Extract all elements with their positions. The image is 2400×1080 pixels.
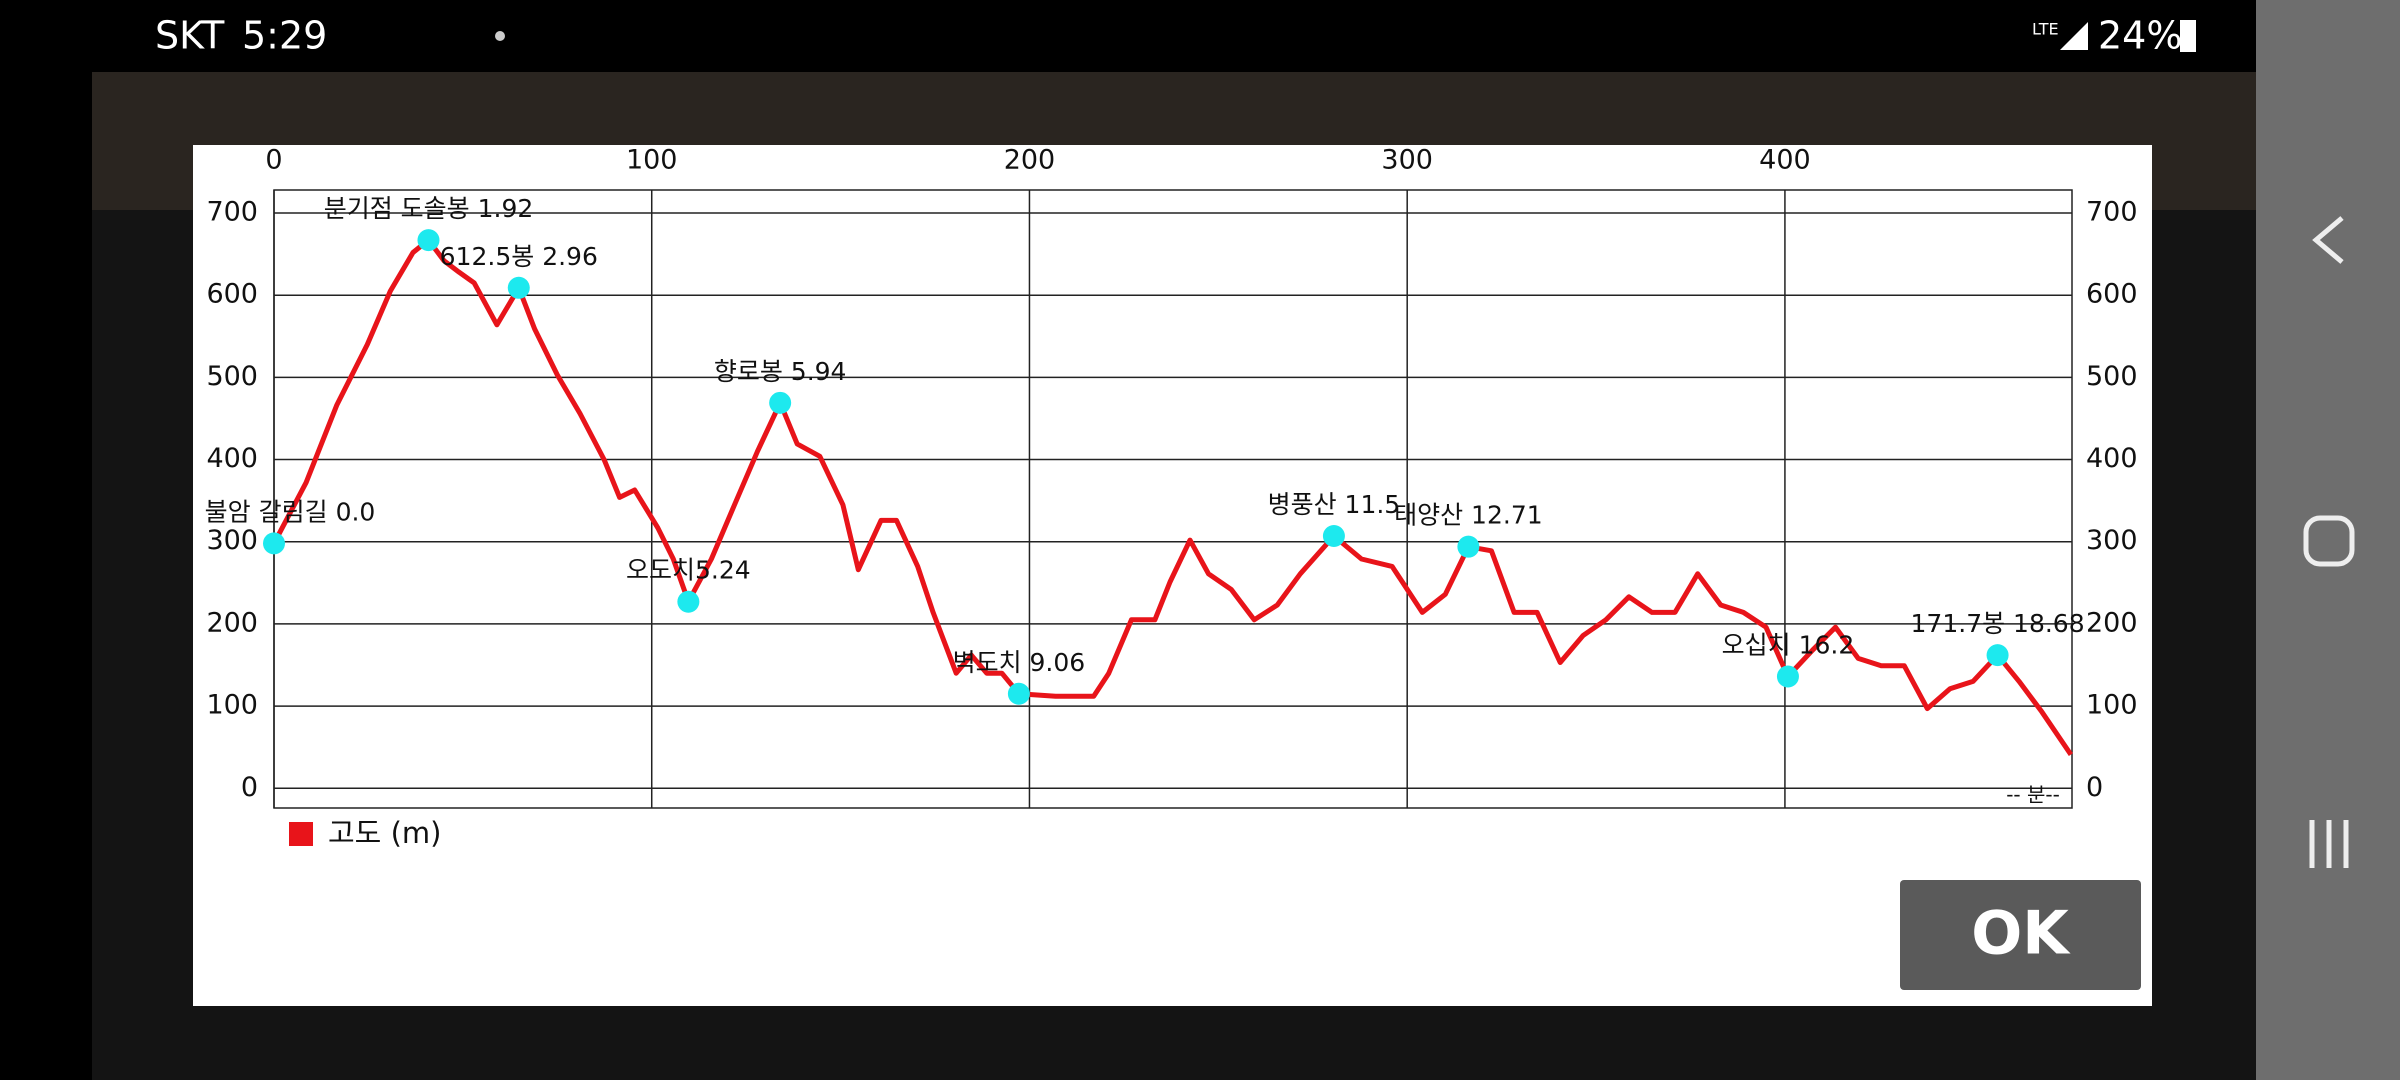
y2-tick-label: 200 [2086,607,2138,638]
waypoint [677,590,700,613]
waypoint [417,229,440,252]
network: LTE [2032,20,2059,39]
y2-tick-label: 100 [2086,690,2138,721]
waypoint-label: 병풍산 11.5 [1268,490,1401,519]
waypoint [1457,535,1480,558]
waypoint [507,276,530,299]
x-tick-label: 0 [265,145,282,176]
nav-home[interactable] [2303,515,2355,567]
x-tick-label: 200 [1004,145,1056,176]
y2-tick-label: 500 [2086,361,2138,392]
waypoint-label: 향로봉 5.94 [714,357,847,386]
battery-icon [2180,20,2196,52]
waypoint-label: 벽도치 9.06 [953,648,1086,677]
chart: 0 0 100 100 200 200 300 300 400 400 500 500 600 600 70… [205,145,2138,851]
y-tick-label: 100 [206,690,258,721]
waypoint-label: 171.7봉 18.68 [1911,609,2085,638]
waypoint [1007,682,1030,705]
clock: 5:29 [242,14,327,58]
waypoint-label: 분기점 도솔봉 1.92 [324,194,534,223]
y-tick-label: 0 [241,772,258,803]
waypoint [1322,524,1345,547]
waypoint-label: 612.5봉 2.96 [440,242,598,271]
y-tick-label: 300 [206,525,258,556]
waypoint [1986,644,2009,667]
waypoint-label: 오십치 16.2 [1722,631,1855,660]
y-tick-label: 700 [206,197,258,228]
x-tick-label: 400 [1759,145,1811,176]
legend-label: 고도 (m) [328,816,441,850]
waypoint [1776,665,1799,688]
y-tick-label: 400 [206,443,258,474]
y2-tick-label: 0 [2086,772,2103,803]
waypoint [263,532,285,555]
y2-tick-label: 700 [2086,197,2138,228]
x-tick-label: 100 [626,145,678,176]
carrier: SKT [155,14,225,58]
ok-label[interactable]: OK [1971,899,2071,969]
nav-back[interactable] [2312,216,2344,264]
y-tick-label: 600 [206,279,258,310]
notification-dot [495,31,505,41]
ok-button[interactable] [1900,880,2141,990]
y-tick-label: 200 [206,607,258,638]
battery: 24% [2098,14,2182,58]
y2-tick-label: 300 [2086,525,2138,556]
nav-bar [2256,0,2400,1080]
x-tick-label: 300 [1381,145,1433,176]
waypoint-label: 태양산 12.71 [1394,501,1543,530]
y2-tick-label: 400 [2086,443,2138,474]
y-tick-label: 500 [206,361,258,392]
signal-icon [2060,22,2088,50]
waypoint-label: 불암 갈림길 0.0 [205,497,376,526]
x-note: -- 분-- [2006,783,2060,807]
waypoint-label: 오도치5.24 [626,556,751,585]
legend-swatch [289,822,313,846]
waypoint [769,391,792,414]
y2-tick-label: 600 [2086,279,2138,310]
nav-recents[interactable] [2309,820,2349,868]
elevation-line [271,237,2073,757]
